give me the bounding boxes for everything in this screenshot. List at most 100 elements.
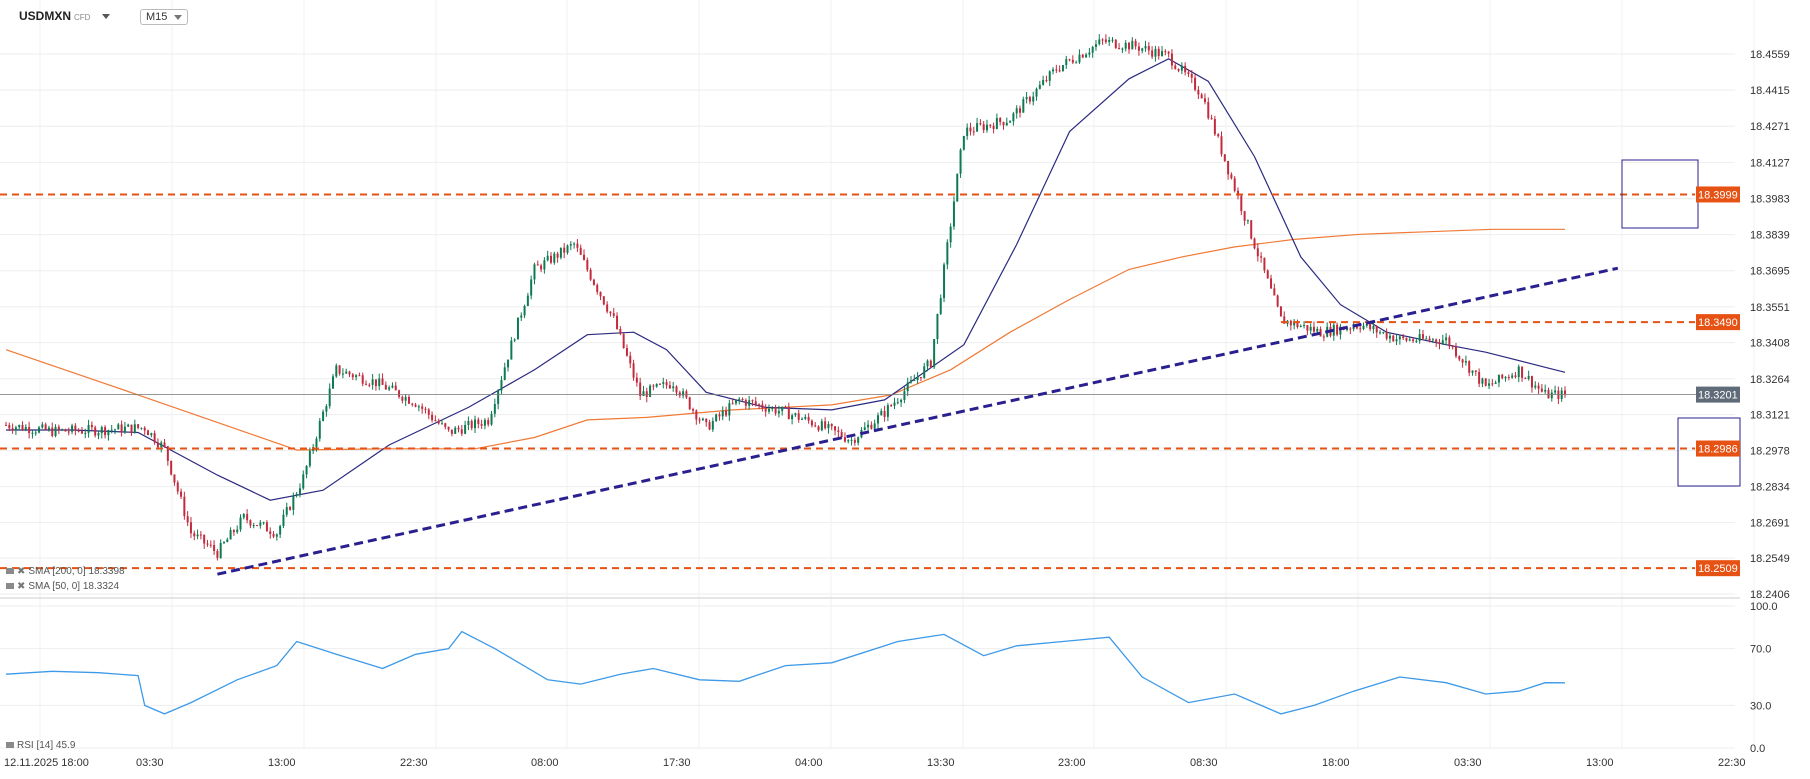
candle-body	[209, 544, 212, 546]
candle-body	[678, 392, 681, 396]
candle-body	[249, 520, 252, 526]
rsi-tick-label: 70.0	[1750, 644, 1771, 656]
candle-body	[87, 424, 90, 433]
candle-body	[834, 426, 837, 431]
candle-body	[847, 440, 850, 442]
candle-body	[1405, 338, 1408, 341]
candle-body	[1104, 39, 1107, 43]
candle-body	[837, 430, 840, 432]
candle-body	[394, 385, 397, 391]
candle-body	[437, 420, 440, 424]
candle-body	[315, 438, 318, 448]
candle-body	[1425, 338, 1428, 340]
candle-body	[1131, 40, 1134, 50]
time-tick-label: 23:00	[1058, 757, 1086, 769]
candle-body	[1094, 44, 1097, 47]
indicator-legend-rsi[interactable]: RSI [14] 45.9	[6, 740, 75, 751]
candle-body	[199, 534, 202, 536]
candle-body	[140, 427, 143, 429]
settings-icon[interactable]	[6, 583, 14, 590]
candle-body	[583, 254, 586, 260]
candle-body	[1035, 88, 1038, 97]
candle-body	[886, 405, 889, 417]
close-icon[interactable]: ✖	[17, 566, 26, 577]
indicator-legend-sma200[interactable]: ✖ SMA [200, 0] 18.3398	[6, 566, 125, 577]
candle-body	[1184, 65, 1187, 73]
candle-body	[1223, 154, 1226, 161]
candle-body	[513, 339, 516, 341]
chevron-down-icon[interactable]	[101, 14, 110, 20]
candle-body	[480, 424, 483, 426]
time-tick-label: 17:30	[663, 757, 691, 769]
candle-body	[1038, 84, 1041, 89]
candle-body	[625, 348, 628, 356]
symbol-selector[interactable]: USDMXN CFD	[19, 9, 110, 23]
candle-body	[1032, 96, 1035, 102]
time-tick-label: 13:30	[927, 757, 955, 769]
candle-body	[94, 427, 97, 436]
candle-body	[440, 423, 443, 425]
candle-body	[1263, 257, 1266, 271]
candle-body	[150, 433, 153, 436]
candle-body	[999, 117, 1002, 123]
candle-body	[1547, 389, 1550, 399]
settings-icon[interactable]	[6, 568, 14, 575]
candle-body	[1108, 39, 1111, 43]
candle-body	[979, 123, 982, 125]
settings-icon[interactable]	[6, 742, 14, 749]
candle-body	[665, 382, 668, 386]
candle-body	[186, 516, 189, 523]
candle-body	[265, 522, 268, 532]
candle-body	[477, 419, 480, 425]
candle-body	[526, 295, 529, 306]
candle-body	[21, 424, 24, 431]
candle-body	[1253, 238, 1256, 249]
candle-body	[5, 424, 7, 426]
candle-body	[1197, 89, 1200, 95]
candle-body	[1045, 80, 1048, 82]
candle-body	[867, 424, 870, 428]
candle-body	[791, 415, 794, 420]
candle-body	[1435, 339, 1438, 343]
candle-body	[738, 398, 741, 400]
candle-body	[361, 375, 364, 384]
candle-body	[454, 427, 457, 434]
candle-body	[1544, 389, 1547, 392]
candle-body	[398, 390, 401, 397]
candle-body	[130, 424, 133, 433]
candle-body	[619, 329, 622, 334]
horizontal-levels[interactable]	[0, 193, 1740, 570]
candle-body	[711, 421, 714, 430]
candle-body	[1336, 324, 1339, 335]
candle-body	[1217, 134, 1220, 137]
chevron-down-icon[interactable]	[174, 14, 183, 20]
candle-body	[1114, 39, 1117, 48]
candle-body	[1124, 42, 1127, 49]
candle-body	[1372, 326, 1375, 330]
candle-body	[1213, 119, 1216, 135]
candle-body	[110, 429, 113, 431]
candle-body	[1022, 99, 1025, 113]
indicator-legend-sma50[interactable]: ✖ SMA [50, 0] 18.3324	[6, 581, 119, 592]
candle-body	[612, 313, 615, 316]
candle-body	[160, 442, 163, 448]
candle-body	[725, 410, 728, 416]
candle-body	[219, 542, 222, 558]
trendline-dashed[interactable]	[217, 266, 1619, 576]
candle-body	[1448, 337, 1451, 347]
candle-body	[1061, 65, 1064, 71]
price-tick-label: 18.4559	[1750, 49, 1790, 61]
candle-body	[777, 410, 780, 414]
candle-body	[1071, 59, 1074, 63]
candle-body	[609, 311, 612, 314]
candle-body	[536, 264, 539, 266]
timeframe-selector[interactable]: M15	[140, 9, 189, 25]
candle-body	[272, 533, 275, 537]
candle-body	[80, 431, 83, 434]
candle-body	[308, 450, 311, 466]
trendline[interactable]	[217, 266, 1619, 576]
candle-body	[1478, 371, 1481, 384]
candle-body	[1428, 338, 1431, 341]
close-icon[interactable]: ✖	[17, 581, 26, 592]
